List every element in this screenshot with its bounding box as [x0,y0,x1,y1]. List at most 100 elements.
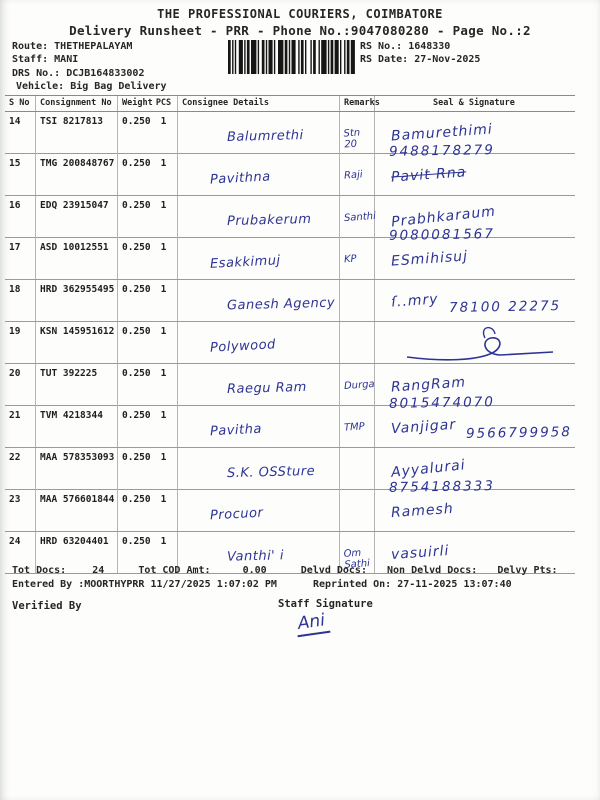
row-signature-cell: Prabhkaraum9080081567 [375,196,575,244]
table-row: 21 TVM 4218344 0.250 1 Pavitha TMP Vanji… [5,406,575,448]
table-header-row: S No Consignment No Weight PCS Consignee… [5,96,575,112]
row-weight: 0.250 [122,536,151,547]
row-signature-cell: RangRam8015474070 [375,364,575,412]
consignee-handwriting: Ganesh Agency [226,295,336,314]
row-remarks-cell: TMP [340,406,375,447]
row-consignment-no: KSN 145951612 [36,322,118,363]
row-consignment-no: TUT 392225 [36,364,118,411]
row-sno: 16 [5,196,36,243]
staff-value: MANI [54,54,79,65]
row-consignment-no: EDQ 23915047 [36,196,118,243]
row-signature-cell: ſ..mry 78100 22275 [375,280,575,321]
remark-handwriting: Santhi [343,210,377,225]
row-signature-cell [375,322,575,363]
vehicle-label: Vehicle: [16,81,65,92]
row-remarks-cell: Stn 20 [340,112,375,159]
row-sno: 14 [5,112,36,159]
signature-handwriting: ESmihisuj [390,248,469,270]
delvy-pts-label: Delvy Pts: [497,565,558,576]
row-sno: 15 [5,154,36,195]
row-consignee-cell: Vanthi' i [178,532,340,573]
row-sno: 22 [5,448,36,495]
row-consignee-cell: Balumrethi [178,112,340,159]
col-consignment: Consignment No [36,96,118,111]
consignee-handwriting: Prubakerum [226,211,312,230]
table-row: 17 ASD 10012551 0.250 1 Esakkimuj KP ESm… [5,238,575,280]
row-signature-cell: Bamurethimi9488178279 [375,112,575,159]
row-consignment-no: HRD 362955495 [36,280,118,321]
col-sno: S No [5,96,36,111]
route-line: Route: THETHEPALAYAM [12,41,132,52]
table-row: 14 TSI 8217813 0.250 1 Balumrethi Stn 20… [5,112,575,160]
route-label: Route: [12,41,49,52]
row-sno: 18 [5,280,36,321]
table-row: 23 MAA 576601844 0.250 1 Procuor Ramesh [5,490,575,532]
row-consignee-cell: Pavithna [178,154,340,195]
table-row: 19 KSN 145951612 0.250 1 Polywood [5,322,575,364]
staff-line: Staff: MANI [12,54,78,65]
rs-no-line: RS No.: 1648330 [360,41,450,52]
row-pcs: 1 [152,406,178,447]
staff-label: Staff: [12,54,49,65]
row-weight: 0.250 [122,410,151,421]
row-consignment-no: TMG 200848767 [36,154,118,195]
table-row: 18 HRD 362955495 0.250 1 Ganesh Agency ſ… [5,280,575,322]
row-sno: 20 [5,364,36,411]
signature-handwriting: Pavit Rna [390,164,467,186]
row-sno: 21 [5,406,36,447]
consignee-handwriting: Raegu Ram [226,379,307,398]
row-remarks-cell [340,280,375,321]
col-remarks: Remarks [340,96,380,111]
row-consignment-no: HRD 63204401 [36,532,118,573]
row-sno: 23 [5,490,36,531]
drs-label: DRS No.: [12,68,61,79]
signature-handwriting: vasuirli [390,542,450,564]
consignee-handwriting: Pavithna [209,169,272,188]
col-consignee: Consignee Details [178,96,340,111]
row-sno: 17 [5,238,36,279]
phone-handwriting: 9566799958 [466,424,573,442]
delvd-docs-label: Delvd Docs: [300,565,367,576]
row-weight: 0.250 [122,242,151,253]
remark-handwriting: Durga [343,378,375,393]
row-consignment-no: MAA 578353093 [36,448,118,495]
row-pcs: 1 [152,532,178,573]
tot-docs-value: 24 [92,565,105,576]
row-sno: 19 [5,322,36,363]
remark-handwriting: Stn 20 [343,127,361,151]
row-weight: 0.250 [122,326,151,337]
row-consignee-cell: S.K. OSSture [178,448,340,495]
signature-handwriting: Vanjigar [390,416,457,438]
tot-cod-value: 0.00 [242,565,267,576]
signature-handwriting: RangRam [390,374,467,396]
remark-handwriting: KP [343,253,357,266]
tot-cod-label: Tot COD Amt: 0.00 [138,565,267,576]
remark-handwriting: TMP [343,421,366,434]
row-weight: 0.250 [122,158,151,169]
consignee-handwriting: Vanthi' i [226,548,285,565]
runsheet-title: Delivery Runsheet - PRR - Phone No.:9047… [69,23,531,38]
row-remarks-cell: Om Sathi [340,532,375,573]
row-pcs: 1 [152,154,178,195]
row-pcs: 1 [152,196,178,243]
row-pcs: 1 [152,364,178,411]
row-remarks-cell [340,322,375,363]
consignment-table: S No Consignment No Weight PCS Consignee… [5,95,575,574]
consignee-handwriting: S.K. OSSture [226,463,316,482]
row-consignee-cell: Ganesh Agency [178,280,340,321]
rs-no-label: RS No.: [360,41,403,52]
non-delvd-docs-label: Non Delvd Docs: [387,565,478,576]
row-signature-cell: Pavit Rna [375,154,575,195]
row-weight: 0.250 [122,452,151,463]
row-consignment-no: MAA 576601844 [36,490,118,531]
company-title: THE PROFESSIONAL COURIERS, COIMBATORE [157,7,443,21]
row-consignee-cell: Polywood [178,322,340,363]
row-weight: 0.250 [122,116,151,127]
row-signature-cell: Ayyalurai8754188333 [375,448,575,496]
drs-line: DRS No.: DCJB164833002 [12,68,144,79]
row-pcs: 1 [152,448,178,495]
row-signature-cell: Ramesh [375,490,575,531]
staff-signature-label: Staff Signature [278,598,373,610]
consignee-handwriting: Polywood [209,337,277,356]
